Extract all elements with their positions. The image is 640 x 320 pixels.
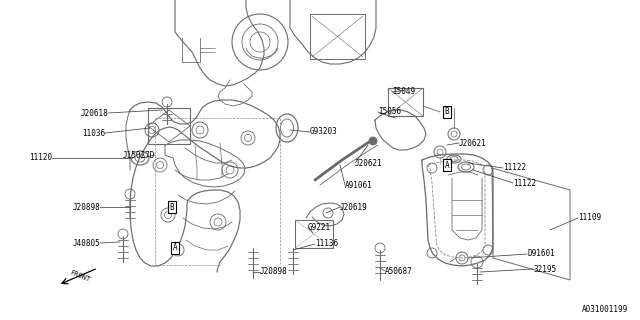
Text: J20619: J20619 [340,203,368,212]
Text: J20621: J20621 [355,158,383,167]
Bar [148,108,190,144]
Text: A: A [173,244,177,252]
Text: D91601: D91601 [527,250,555,259]
Text: 11136: 11136 [315,239,338,249]
Text: G9221: G9221 [308,222,331,231]
Text: 11122: 11122 [513,179,536,188]
Text: G93203: G93203 [310,127,338,137]
Circle shape [369,137,377,145]
Text: J20898: J20898 [260,268,288,276]
Text: FRONT: FRONT [69,269,91,283]
Text: J20618: J20618 [80,108,108,117]
Text: J20898: J20898 [72,203,100,212]
Text: 32195: 32195 [533,265,556,274]
Text: 11122: 11122 [503,164,526,172]
Text: I5049: I5049 [392,87,415,97]
Bar [388,88,423,116]
Text: B: B [445,108,449,116]
Text: A50687: A50687 [385,267,413,276]
Text: A031001199: A031001199 [582,305,628,314]
Text: 11109: 11109 [578,213,601,222]
Text: B: B [170,203,174,212]
Text: 11120: 11120 [29,154,52,163]
Bar [295,220,333,248]
Text: 11036: 11036 [82,129,105,138]
Text: A91061: A91061 [345,180,372,189]
Text: A: A [445,161,449,170]
Text: J40805: J40805 [72,238,100,247]
Bar [310,14,365,59]
Text: J15027D: J15027D [123,150,155,159]
Text: I5056: I5056 [378,108,401,116]
Text: J20621: J20621 [459,139,487,148]
